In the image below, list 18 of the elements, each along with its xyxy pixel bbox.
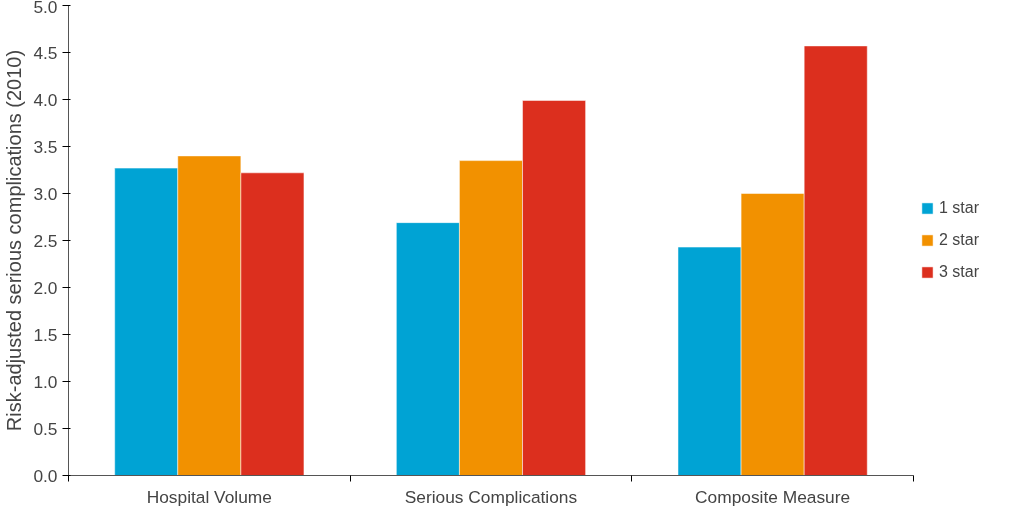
y-tick-label: 3.0 bbox=[33, 183, 58, 204]
y-tick-label: 2.5 bbox=[33, 230, 58, 251]
y-tick-label: 1.5 bbox=[33, 324, 58, 345]
y-tick-label: 5.0 bbox=[33, 0, 58, 17]
x-tick-label: Hospital Volume bbox=[146, 486, 272, 507]
y-tick-label: 0.0 bbox=[33, 465, 58, 486]
y-tick-label: 3.5 bbox=[33, 136, 58, 157]
x-tick-label: Serious Complications bbox=[404, 486, 578, 507]
y-tick-label: 0.5 bbox=[33, 418, 58, 439]
y-tick-label: 1.0 bbox=[33, 371, 58, 392]
y-tick-label: 4.0 bbox=[33, 89, 58, 110]
y-tick-label: 2.0 bbox=[33, 277, 58, 298]
y-tick-label: 4.5 bbox=[33, 42, 58, 63]
y-axis-title: Risk-adjusted serious complications (2010) bbox=[3, 49, 26, 432]
legend-label: 3 star bbox=[938, 263, 979, 281]
legend-label: 1 star bbox=[938, 199, 979, 217]
legend-label: 2 star bbox=[938, 231, 979, 249]
x-tick-label: Composite Measure bbox=[695, 486, 851, 507]
